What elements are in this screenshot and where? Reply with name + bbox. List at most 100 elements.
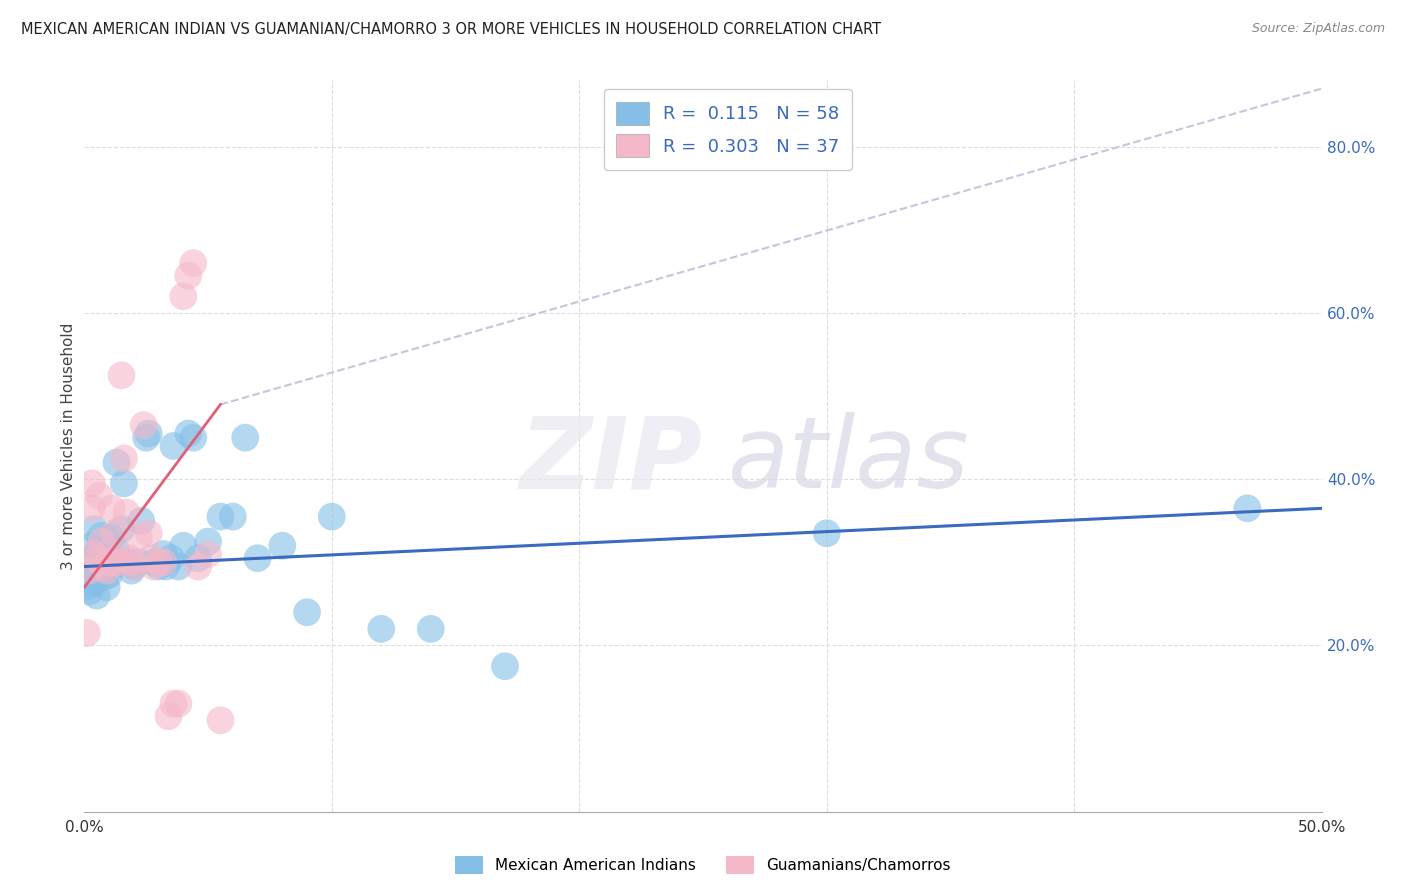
Point: [167, 697, 190, 711]
Point: [187, 559, 209, 574]
Point: [187, 551, 209, 566]
Point: [80, 564, 103, 578]
Point: [233, 431, 256, 445]
Point: [177, 426, 200, 441]
Point: [93, 567, 115, 582]
Point: [105, 456, 128, 470]
Point: [112, 451, 135, 466]
Point: [89, 489, 111, 503]
Point: [1236, 501, 1258, 516]
Point: [122, 559, 145, 574]
Point: [108, 555, 131, 569]
Point: [246, 551, 269, 566]
Text: atlas: atlas: [728, 412, 969, 509]
Point: [98, 547, 121, 561]
Point: [172, 289, 194, 303]
Point: [86, 551, 108, 566]
Point: [155, 559, 177, 574]
Point: [96, 559, 118, 574]
Point: [815, 526, 838, 541]
Point: [89, 547, 111, 561]
Point: [86, 589, 108, 603]
Point: [160, 551, 183, 566]
Point: [181, 431, 204, 445]
Point: [93, 547, 115, 561]
Point: [222, 509, 245, 524]
Point: [90, 530, 112, 544]
Point: [162, 439, 184, 453]
Point: [100, 559, 122, 574]
Point: [209, 714, 232, 728]
Point: [112, 476, 135, 491]
Point: [76, 572, 98, 586]
Point: [162, 697, 184, 711]
Point: [83, 522, 105, 536]
Point: [132, 418, 155, 433]
Point: [197, 547, 219, 561]
Point: [76, 626, 98, 640]
Point: [96, 580, 118, 594]
Point: [271, 539, 294, 553]
Point: [80, 476, 103, 491]
Point: [79, 555, 101, 569]
Point: [197, 534, 219, 549]
Point: [152, 547, 174, 561]
Point: [122, 559, 145, 574]
Point: [141, 551, 163, 566]
Point: [108, 555, 131, 569]
Point: [172, 539, 194, 553]
Point: [148, 559, 170, 574]
Text: ZIP: ZIP: [520, 412, 703, 509]
Point: [181, 256, 204, 270]
Point: [120, 555, 142, 569]
Point: [129, 514, 152, 528]
Point: [96, 564, 118, 578]
Point: [79, 564, 101, 578]
Point: [138, 426, 160, 441]
Point: [167, 559, 190, 574]
Point: [321, 509, 343, 524]
Text: MEXICAN AMERICAN INDIAN VS GUAMANIAN/CHAMORRO 3 OR MORE VEHICLES IN HOUSEHOLD CO: MEXICAN AMERICAN INDIAN VS GUAMANIAN/CHA…: [21, 22, 882, 37]
Point: [135, 431, 157, 445]
Point: [494, 659, 516, 673]
Point: [110, 522, 132, 536]
Point: [370, 622, 392, 636]
Point: [100, 501, 122, 516]
Text: Source: ZipAtlas.com: Source: ZipAtlas.com: [1251, 22, 1385, 36]
Point: [90, 534, 112, 549]
Point: [209, 509, 232, 524]
Point: [80, 501, 103, 516]
Point: [128, 555, 150, 569]
Y-axis label: 3 or more Vehicles in Household: 3 or more Vehicles in Household: [60, 322, 76, 570]
Point: [103, 542, 125, 557]
Point: [86, 555, 108, 569]
Point: [110, 368, 132, 383]
Point: [80, 539, 103, 553]
Point: [128, 530, 150, 544]
Point: [83, 576, 105, 591]
Point: [295, 605, 318, 619]
Point: [79, 584, 101, 599]
Point: [177, 268, 200, 283]
Point: [90, 559, 112, 574]
Point: [142, 559, 165, 574]
Point: [98, 567, 121, 582]
Point: [83, 547, 105, 561]
Legend: R =  0.115   N = 58, R =  0.303   N = 37: R = 0.115 N = 58, R = 0.303 N = 37: [603, 89, 852, 170]
Point: [148, 555, 170, 569]
Point: [115, 506, 138, 520]
Point: [157, 709, 180, 723]
Point: [93, 559, 115, 574]
Point: [98, 555, 121, 569]
Point: [152, 555, 174, 569]
Point: [142, 555, 165, 569]
Point: [105, 551, 128, 566]
Point: [118, 555, 141, 569]
Legend: Mexican American Indians, Guamanians/Chamorros: Mexican American Indians, Guamanians/Cha…: [449, 850, 957, 880]
Point: [89, 567, 111, 582]
Point: [103, 526, 125, 541]
Point: [120, 564, 142, 578]
Point: [138, 526, 160, 541]
Point: [115, 555, 138, 569]
Point: [118, 551, 141, 566]
